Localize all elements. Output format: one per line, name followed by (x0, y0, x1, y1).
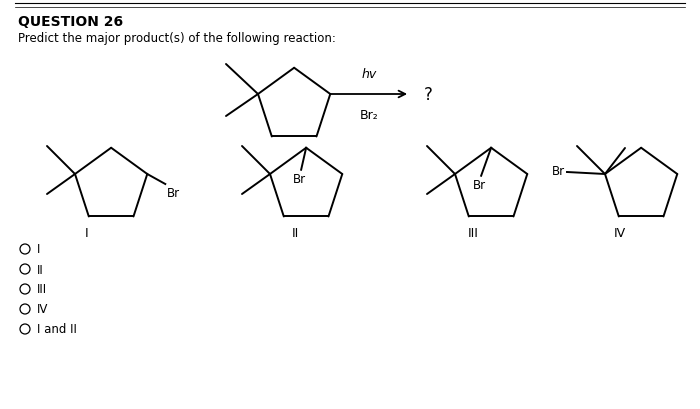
Text: Predict the major product(s) of the following reaction:: Predict the major product(s) of the foll… (18, 32, 336, 45)
Text: I: I (37, 243, 41, 256)
Text: IV: IV (614, 227, 626, 239)
Text: II: II (37, 263, 43, 276)
Text: III: III (37, 283, 47, 296)
Text: III: III (468, 227, 478, 239)
Text: Br: Br (473, 178, 486, 191)
Text: hv: hv (361, 68, 377, 81)
Text: I and II: I and II (37, 323, 77, 336)
Text: Br: Br (167, 187, 181, 200)
Text: Br₂: Br₂ (360, 109, 379, 122)
Text: Br: Br (293, 172, 306, 185)
Text: IV: IV (37, 303, 48, 316)
Text: I: I (85, 227, 89, 239)
Text: Br: Br (552, 165, 565, 178)
Text: ?: ? (424, 86, 433, 104)
Text: QUESTION 26: QUESTION 26 (18, 15, 123, 29)
Text: II: II (291, 227, 299, 239)
